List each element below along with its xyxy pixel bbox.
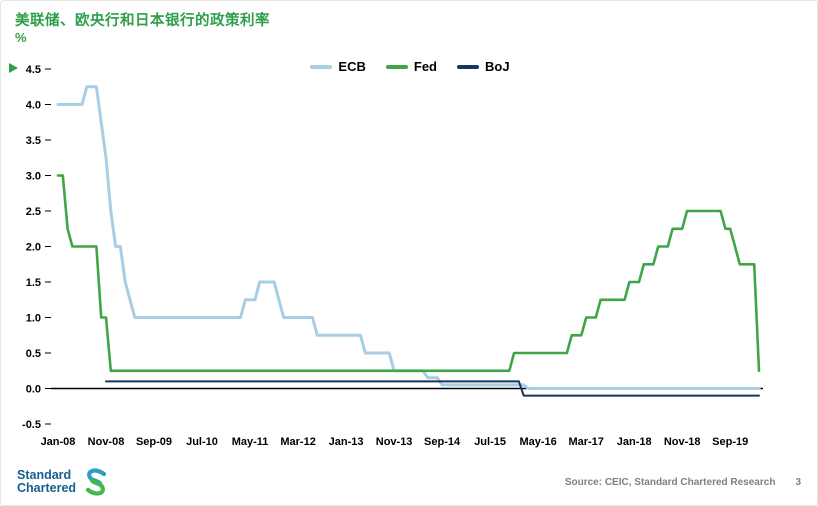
sc-logo: Standard Chartered <box>17 467 109 497</box>
x-axis-label: Sep-14 <box>424 436 461 448</box>
x-axis-label: Nov-18 <box>664 436 701 448</box>
y-axis-label: 3.0 <box>26 171 41 183</box>
page-title: 美联储、欧央行和日本银行的政策利率 <box>15 13 270 29</box>
x-axis-label: Jan-13 <box>329 436 364 448</box>
y-axis-label: 4.0 <box>26 100 41 112</box>
x-axis-label: May-11 <box>232 436 269 448</box>
page-number: 3 <box>795 476 801 488</box>
series-line-fed <box>56 174 761 373</box>
unit-label: % <box>15 30 27 45</box>
series-line-boj <box>105 380 760 397</box>
y-axis-label: -0.5 <box>22 419 41 431</box>
x-axis-label: Jul-15 <box>474 436 506 448</box>
chart-area: 4.5 4.0 3.5 3.0 2.5 2.0 1.5 1.0 0.5 0.0 -0.5 Jan-08… <box>1 57 817 449</box>
x-axis-label: Jan-18 <box>617 436 652 448</box>
slide-footer: Standard Chartered Source: CEIC, Standar… <box>1 467 817 497</box>
slide-marker-icon <box>9 63 18 73</box>
series-line-ecb <box>56 85 761 390</box>
source-text: Source: CEIC, Standard Chartered Researc… <box>564 476 776 488</box>
x-axis-label: Jul-10 <box>186 436 218 448</box>
y-axis-label: 4.5 <box>26 64 41 76</box>
y-axis-label: 1.5 <box>26 277 41 289</box>
y-axis-label: 2.0 <box>26 242 41 254</box>
y-axis-label: 1.0 <box>26 313 41 325</box>
x-axis-label: Nov-08 <box>88 436 125 448</box>
x-axis-label: Nov-13 <box>376 436 413 448</box>
x-axis-label: May-16 <box>519 436 556 448</box>
source-row: Source: CEIC, Standard Chartered Researc… <box>565 477 801 488</box>
y-axis-label: 2.5 <box>26 206 41 218</box>
logo-wordmark-line2: Chartered <box>17 481 77 495</box>
x-axis-label: Jan-08 <box>41 436 76 448</box>
x-axis-label: Sep-19 <box>712 436 748 448</box>
x-axis-label: Mar-17 <box>568 436 603 448</box>
policy-rate-chart: 4.5 4.0 3.5 3.0 2.5 2.0 1.5 1.0 0.5 0.0 -0.5Jan-08… <box>22 64 763 448</box>
logo-wordmark: Standard Chartered <box>17 469 76 495</box>
logo-wordmark-line1: Standard <box>17 468 72 482</box>
sc-logo-mark-icon <box>85 468 107 496</box>
y-axis-label: 3.5 <box>26 135 41 147</box>
y-axis-label: 0.0 <box>26 384 41 396</box>
x-axis-label: Mar-12 <box>280 436 315 448</box>
x-axis-label: Sep-09 <box>136 436 172 448</box>
y-axis-label: 0.5 <box>26 348 41 360</box>
